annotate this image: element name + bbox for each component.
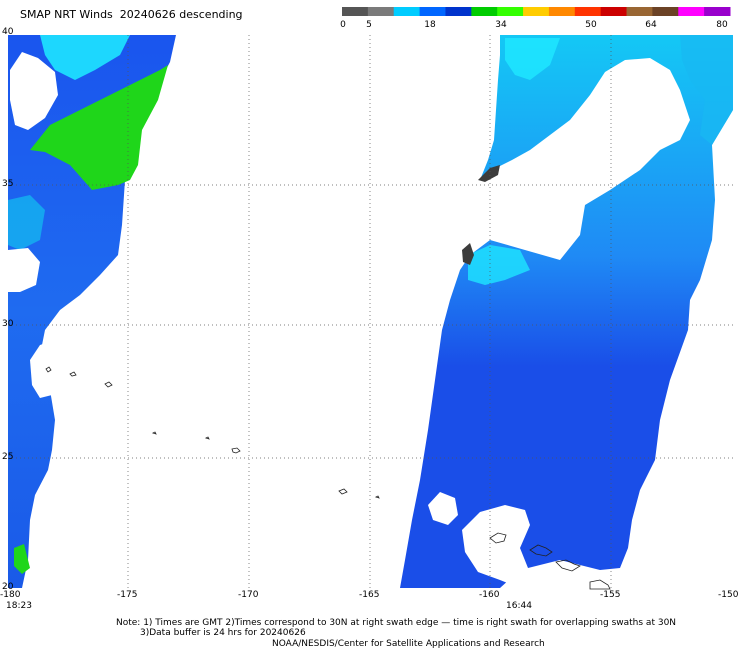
- colorbar-swatch: [445, 7, 472, 16]
- colorbar-swatch: [393, 7, 421, 16]
- lat-tick-40: 40: [2, 27, 14, 37]
- colorbar-swatch: [574, 7, 602, 16]
- colorbar-label-18: 18: [424, 20, 436, 30]
- colorbar-swatch: [652, 7, 679, 16]
- grid-lines: [8, 35, 733, 588]
- colorbar-swatch: [367, 7, 395, 16]
- island-7: [338, 488, 348, 495]
- lon-tick-180: -180: [0, 590, 21, 600]
- island-3: [104, 381, 113, 388]
- colorbar-label-80: 80: [716, 20, 728, 30]
- colorbar-label-64: 64: [645, 20, 657, 30]
- lon-tick-170: -170: [238, 590, 259, 600]
- colorbar-swatch: [626, 7, 653, 16]
- colorbar-label-5: 5: [366, 20, 372, 30]
- island-2: [69, 371, 77, 377]
- right-swath-cyan-mid: [468, 245, 530, 285]
- left-green-region: [30, 65, 168, 190]
- colorbar-swatch: [419, 7, 446, 16]
- colorbar-label-50: 50: [585, 20, 597, 30]
- rain-flag-patch-2: [462, 243, 474, 265]
- left-swath-time: 18:23: [6, 601, 32, 611]
- right-swath-cyan-top: [505, 38, 560, 80]
- colorbar-swatch: [704, 7, 731, 16]
- credit-line: NOAA/NESDIS/Center for Satellite Applica…: [272, 639, 545, 649]
- island-8: [374, 495, 380, 499]
- map-title: SMAP NRT Winds 20240626 descending: [20, 8, 243, 21]
- lat-tick-25: 25: [2, 452, 14, 462]
- island-5: [204, 436, 210, 440]
- hawaii-oahu: [529, 544, 553, 557]
- colorbar-swatch: [497, 7, 524, 16]
- colorbar-swatch: [600, 7, 628, 16]
- coastlines: [45, 366, 611, 590]
- lon-tick-165: -165: [359, 590, 380, 600]
- colorbar-swatch: [471, 7, 498, 16]
- lon-tick-160: -160: [479, 590, 500, 600]
- lat-tick-35: 35: [2, 179, 14, 189]
- wind-speed-colorbar: [342, 7, 731, 16]
- left-hole-lower: [30, 340, 65, 398]
- colorbar-swatch: [342, 7, 369, 16]
- lon-tick-175: -175: [117, 590, 138, 600]
- right-swath-lightblue-edge: [680, 35, 733, 145]
- hawaii-molokai-maui: [555, 559, 581, 572]
- right-swath: [400, 35, 733, 588]
- right-swath-time: 16:44: [506, 601, 532, 611]
- note-line-1: Note: 1) Times are GMT 2)Times correspon…: [116, 618, 677, 628]
- colorbar-swatch: [678, 7, 705, 16]
- left-hole-top: [10, 52, 58, 130]
- left-hole-mid: [8, 248, 40, 292]
- left-swath-lightblue-patch: [8, 195, 45, 250]
- colorbar-label-34: 34: [495, 20, 507, 30]
- hawaii-big-island: [589, 579, 611, 590]
- rain-flag-patch-1: [478, 165, 500, 182]
- left-green-small: [14, 544, 30, 574]
- island-1: [45, 366, 52, 373]
- colorbar-swatch: [523, 7, 550, 16]
- colorbar-swatch: [548, 7, 576, 16]
- hawaii-niihau-kauai: [489, 532, 507, 544]
- colorbar-label-0: 0: [340, 20, 346, 30]
- lon-tick-150: -150: [718, 590, 739, 600]
- lat-tick-30: 30: [2, 319, 14, 329]
- left-swath-cyan-patch: [40, 35, 130, 80]
- note-line-2: 3)Data buffer is 24 hrs for 20240626: [140, 628, 306, 638]
- right-hole-bottom: [462, 505, 560, 588]
- island-6: [231, 447, 241, 454]
- island-4: [151, 431, 157, 435]
- right-hole-small: [428, 492, 458, 525]
- lat-tick-20: 20: [2, 582, 14, 592]
- colorbar-swatches: [342, 7, 731, 16]
- lon-tick-155: -155: [600, 590, 621, 600]
- left-hole-small: [70, 340, 88, 360]
- left-swath: [8, 35, 176, 588]
